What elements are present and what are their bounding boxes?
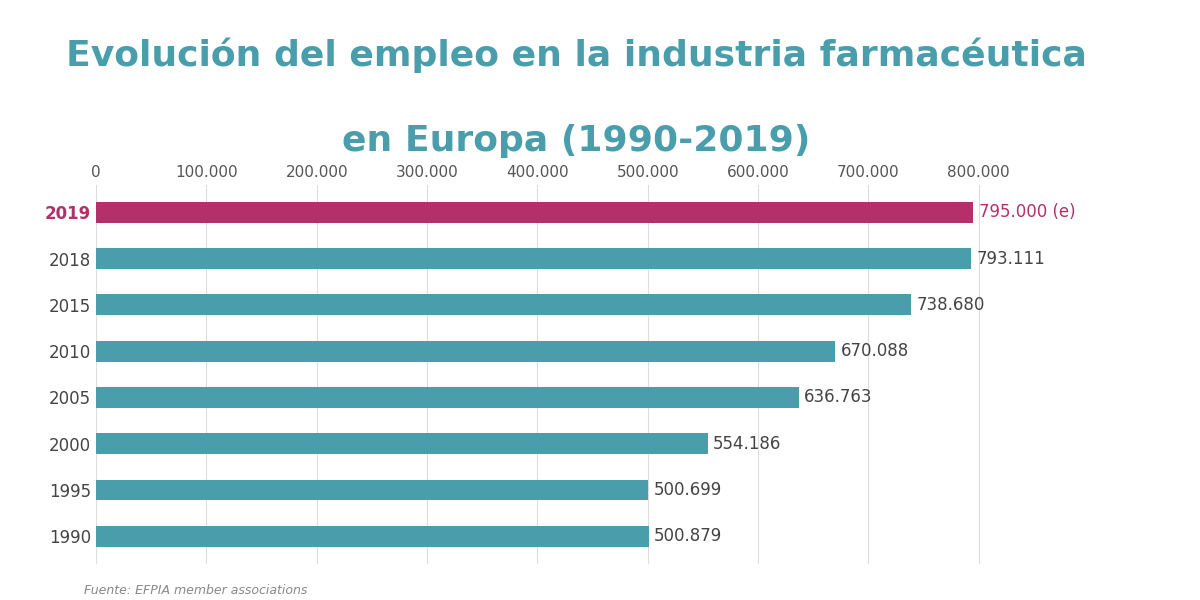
Bar — [96, 248, 971, 269]
Bar — [96, 433, 708, 454]
Text: Evolución del empleo en la industria farmacéutica: Evolución del empleo en la industria far… — [66, 37, 1086, 73]
Text: 500.699: 500.699 — [654, 481, 722, 499]
Bar — [96, 387, 799, 408]
Text: 793.111: 793.111 — [977, 250, 1045, 268]
Text: 795.000 (e): 795.000 (e) — [979, 203, 1075, 221]
Text: 500.879: 500.879 — [654, 527, 722, 545]
Bar — [96, 479, 648, 500]
Bar — [96, 341, 835, 362]
Text: en Europa (1990-2019): en Europa (1990-2019) — [342, 124, 810, 158]
Text: 554.186: 554.186 — [713, 434, 781, 452]
Bar — [96, 295, 911, 315]
Text: 738.680: 738.680 — [917, 296, 985, 314]
Bar — [96, 526, 649, 547]
Text: 636.763: 636.763 — [804, 388, 872, 406]
Text: Fuente: EFPIA member associations: Fuente: EFPIA member associations — [84, 584, 307, 597]
Text: 670.088: 670.088 — [841, 342, 910, 360]
Bar — [96, 202, 973, 223]
